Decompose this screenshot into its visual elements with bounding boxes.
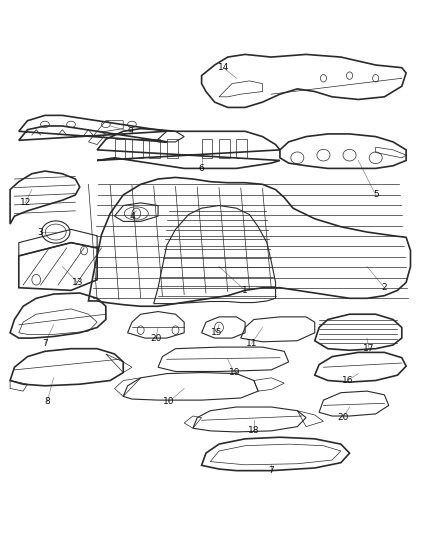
Text: 18: 18 [248, 426, 260, 435]
Text: 10: 10 [163, 397, 175, 406]
Text: 7: 7 [42, 339, 48, 348]
Text: 12: 12 [20, 198, 31, 207]
Text: 6: 6 [199, 164, 205, 173]
Text: 2: 2 [381, 283, 387, 292]
Text: 17: 17 [364, 344, 375, 353]
Text: 1: 1 [242, 286, 248, 295]
Text: 16: 16 [342, 376, 353, 385]
Text: 15: 15 [211, 328, 223, 337]
Text: 19: 19 [229, 368, 240, 377]
Text: 11: 11 [246, 339, 258, 348]
Text: 20: 20 [337, 413, 349, 422]
Text: 14: 14 [218, 63, 229, 72]
Text: 5: 5 [373, 190, 378, 199]
Text: 13: 13 [72, 278, 83, 287]
Text: 4: 4 [129, 212, 135, 221]
Text: 8: 8 [44, 397, 50, 406]
Text: 9: 9 [127, 127, 133, 136]
Text: 7: 7 [268, 466, 274, 475]
Text: 3: 3 [38, 228, 43, 237]
Text: 20: 20 [150, 334, 162, 343]
